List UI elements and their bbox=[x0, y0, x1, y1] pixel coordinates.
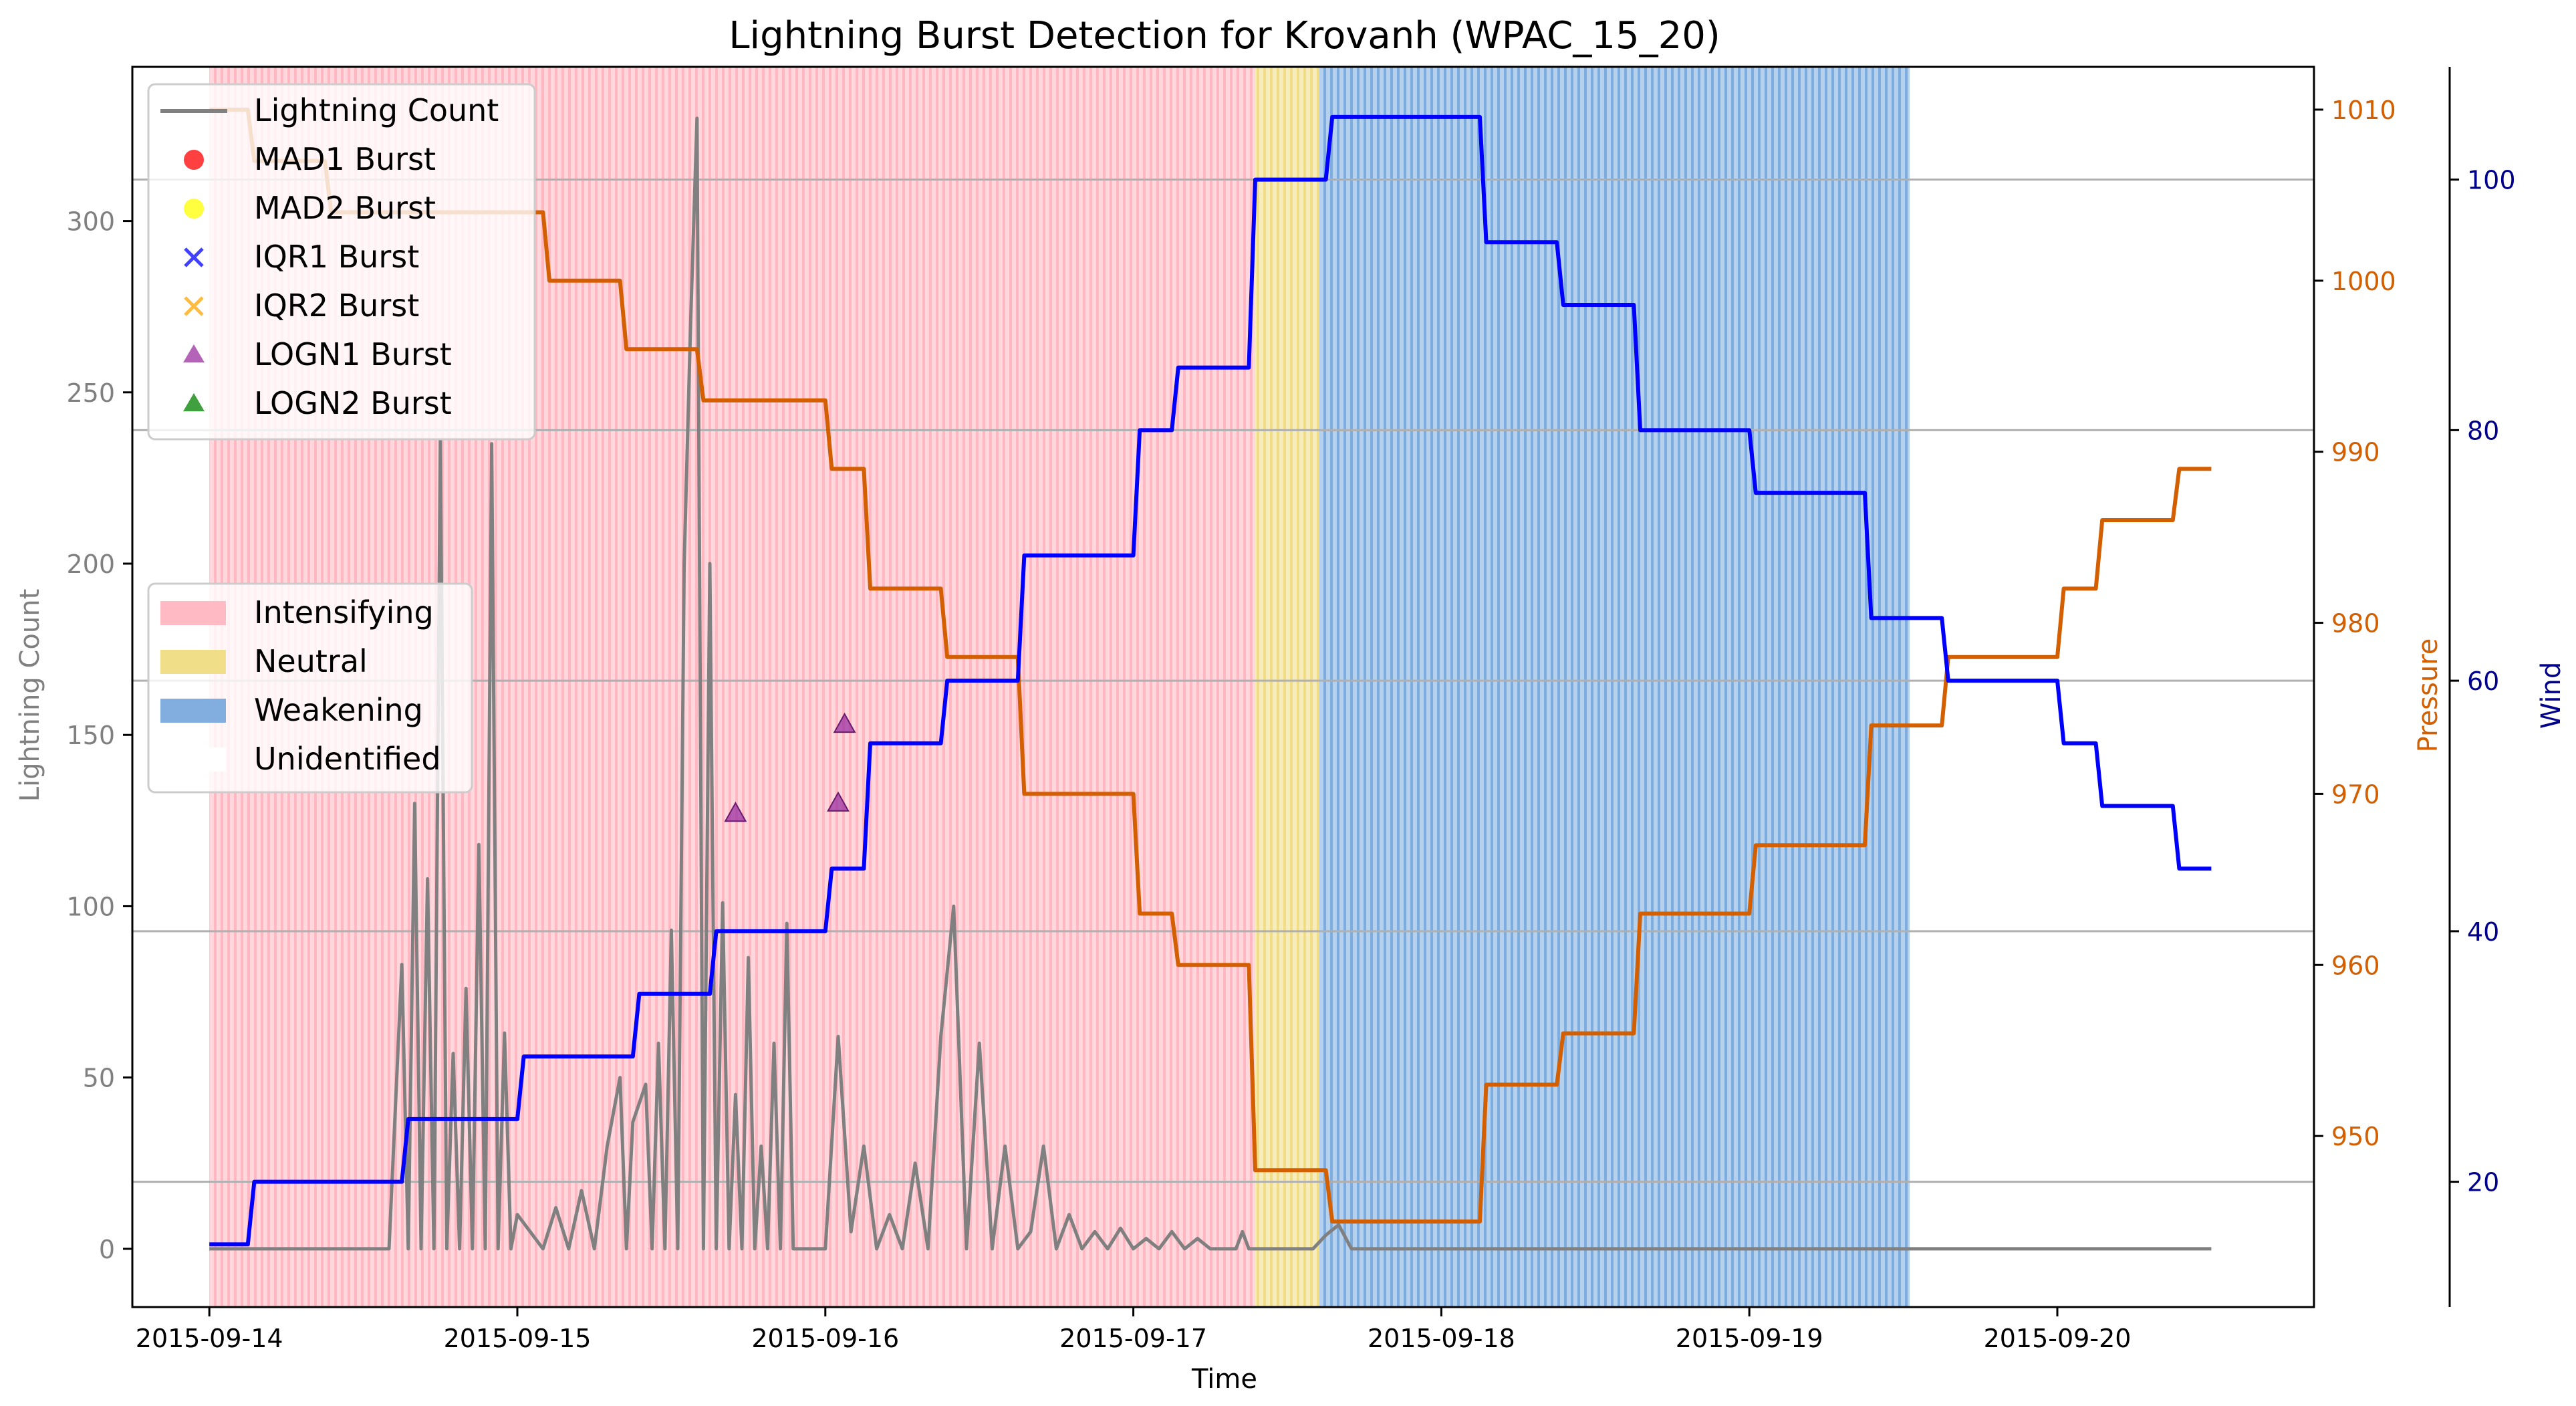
phase-legend-box bbox=[147, 582, 473, 794]
x-tick-label: 2015-09-14 bbox=[136, 1324, 283, 1353]
phase-legend-swatch bbox=[160, 747, 226, 772]
y-tick-label-wind: 60 bbox=[2467, 667, 2499, 696]
legend-label: MAD1 Burst bbox=[254, 141, 436, 177]
burst-marker-logn1 bbox=[833, 712, 856, 733]
y-tick-label-lightning: 100 bbox=[66, 892, 115, 921]
x-tick-label: 2015-09-19 bbox=[1676, 1324, 1823, 1353]
series-line-pressure bbox=[209, 108, 2212, 1224]
phase-band-weakening bbox=[1319, 67, 1910, 1307]
series-line-lightning-count bbox=[209, 116, 2212, 1251]
y-axis-title-lightning: Lightning Count bbox=[15, 589, 45, 802]
x-tick-label: 2015-09-17 bbox=[1059, 1324, 1207, 1353]
y-tick-label-lightning: 0 bbox=[99, 1235, 115, 1264]
phase-legend-swatch bbox=[160, 699, 226, 723]
x-tick-label: 2015-09-16 bbox=[751, 1324, 899, 1353]
y-tick-label-pressure: 950 bbox=[2331, 1122, 2380, 1151]
legend-label: MAD2 Burst bbox=[254, 190, 436, 226]
legend-label: IQR1 Burst bbox=[254, 239, 419, 275]
y-tick-label-wind: 40 bbox=[2467, 917, 2499, 947]
y-tick-label-pressure: 990 bbox=[2331, 438, 2380, 467]
y-tick-label-lightning: 300 bbox=[66, 207, 115, 237]
y-axis-title-wind: Wind bbox=[2536, 662, 2567, 729]
phase-legend-label: Weakening bbox=[254, 692, 423, 728]
y-tick-label-lightning: 150 bbox=[66, 721, 115, 750]
x-tick-label: 2015-09-20 bbox=[1984, 1324, 2132, 1353]
y-axis-title-pressure: Pressure bbox=[2413, 638, 2444, 753]
legend-swatch-circle bbox=[184, 150, 204, 170]
y-tick-label-pressure: 980 bbox=[2331, 609, 2380, 638]
legend-label: Lightning Count bbox=[254, 92, 499, 128]
legend-swatch-triangle bbox=[183, 393, 205, 412]
series-layer bbox=[209, 108, 2212, 1251]
y-tick-label-wind: 100 bbox=[2467, 166, 2516, 195]
x-tick-label: 2015-09-15 bbox=[444, 1324, 592, 1353]
legend-label: LOGN2 Burst bbox=[254, 385, 452, 421]
y-tick-label-wind: 80 bbox=[2467, 416, 2499, 445]
y-tick-label-lightning: 250 bbox=[66, 378, 115, 408]
phase-legend-label: Neutral bbox=[254, 643, 368, 679]
legend-swatch-circle bbox=[184, 199, 204, 219]
legend-layer: Lightning Count MAD1 Burst MAD2 Burst IQR1 … bbox=[147, 83, 536, 794]
phase-legend-swatch bbox=[160, 650, 226, 674]
phase-legend-label: Unidentified bbox=[254, 741, 441, 777]
burst-marker-logn1 bbox=[724, 802, 747, 822]
plot-frame bbox=[131, 66, 2315, 1308]
series-line-wind bbox=[209, 114, 2212, 1247]
y-tick-label-lightning: 50 bbox=[83, 1064, 115, 1093]
legend-label: IQR2 Burst bbox=[254, 287, 419, 324]
phase-legend-label: Intensifying bbox=[254, 594, 434, 630]
legend-swatch-triangle bbox=[183, 344, 205, 363]
legend-label: LOGN1 Burst bbox=[254, 336, 452, 372]
legend-box bbox=[147, 83, 536, 441]
legend-swatch-x bbox=[184, 296, 204, 316]
y-tick-label-pressure: 960 bbox=[2331, 951, 2380, 980]
y-tick-label-lightning: 200 bbox=[66, 550, 115, 579]
x-axis-title: Time bbox=[1191, 1364, 1257, 1395]
y-tick-label-pressure: 1010 bbox=[2331, 96, 2396, 125]
axes-layer: 2015-09-14 2015-09-15 2015-09-16 2015-09-17… bbox=[66, 66, 2516, 1353]
phase-layer bbox=[209, 67, 1910, 1307]
y-tick-label-wind: 20 bbox=[2467, 1168, 2499, 1197]
y-tick-label-pressure: 1000 bbox=[2331, 267, 2396, 296]
x-tick-label: 2015-09-18 bbox=[1368, 1324, 1515, 1353]
burst-marker-logn1 bbox=[827, 791, 850, 812]
y-tick-label-pressure: 970 bbox=[2331, 780, 2380, 809]
phase-legend-swatch bbox=[160, 601, 226, 625]
legend-swatch-x bbox=[184, 247, 204, 267]
phase-band-neutral bbox=[1255, 67, 1319, 1307]
chart-title: Lightning Burst Detection for Krovanh (W… bbox=[729, 14, 1720, 57]
